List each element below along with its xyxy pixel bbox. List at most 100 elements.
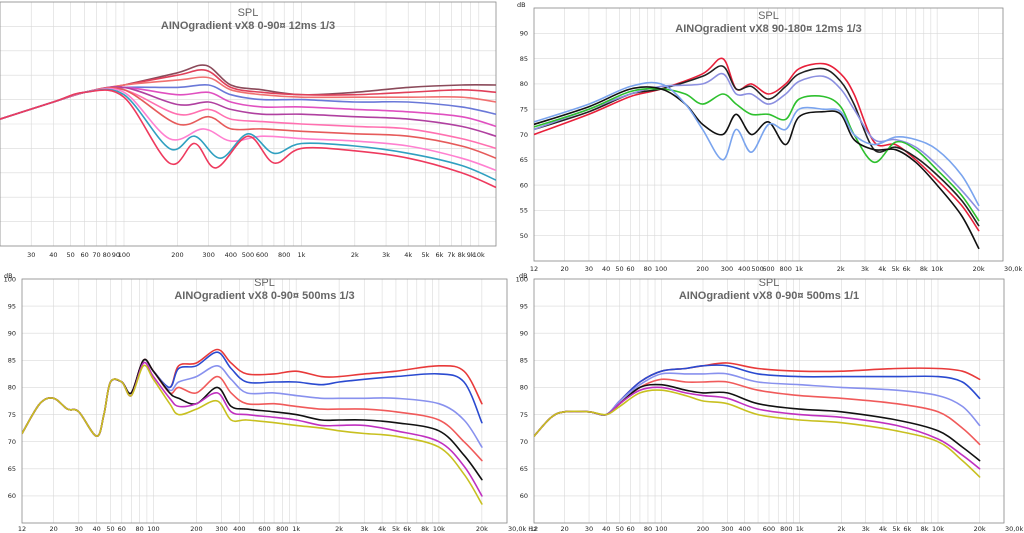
x-axis-unit-label: 30,0k Hz <box>1005 525 1024 533</box>
x-tick-label: 12 <box>18 525 26 533</box>
series-line <box>534 364 981 437</box>
x-tick-label: 400 <box>225 251 237 259</box>
y-tick-label: 90 <box>520 30 528 38</box>
x-tick-label: 30 <box>585 265 593 273</box>
x-tick-label: 4k <box>878 265 886 273</box>
series-group <box>0 64 496 189</box>
y-tick-label: 55 <box>520 207 528 215</box>
chart-supertitle: SPL <box>254 277 275 289</box>
x-tick-label: 8k <box>920 265 928 273</box>
grid <box>534 7 1004 262</box>
x-tick-label: 300 <box>202 251 214 259</box>
x-tick-label: 12 <box>530 265 538 273</box>
x-tick-label: 200 <box>190 525 202 533</box>
series-line <box>534 72 980 212</box>
x-tick-label: 3k <box>861 265 869 273</box>
x-tick-label: 100 <box>147 525 159 533</box>
plot-frame <box>533 278 1005 524</box>
series-line <box>534 86 980 250</box>
series-line <box>534 383 981 462</box>
y-tick-label: 60 <box>8 492 16 500</box>
chart-title: AINOgradient vX8 0-90¤ 500ms 1/3 <box>174 290 354 302</box>
y-tick-label: 85 <box>520 357 528 365</box>
x-tick-label: 5k <box>421 251 429 259</box>
x-tick-label: 10k <box>433 525 445 533</box>
chart-supertitle: SPL <box>758 10 779 22</box>
x-tick-label: 1k <box>292 525 300 533</box>
y-tick-label: 70 <box>520 438 528 446</box>
x-tick-label: 800 <box>780 265 792 273</box>
x-tick-label: 3k <box>382 251 390 259</box>
y-axis-label: dB <box>519 272 528 280</box>
x-tick-label: 4k <box>879 525 887 533</box>
x-tick-label: 9k <box>467 251 475 259</box>
y-tick-label: 80 <box>520 384 528 392</box>
x-tick-label: 50 <box>616 525 624 533</box>
grid <box>22 278 508 524</box>
x-tick-label: 6k <box>903 265 911 273</box>
x-tick-label: 100 <box>655 525 667 533</box>
x-tick-label: 60 <box>627 525 635 533</box>
x-axis-unit-label: 30,0k Hz <box>508 525 537 533</box>
x-tick-label: 400 <box>233 525 245 533</box>
y-tick-label: 75 <box>520 411 528 419</box>
x-tick-label: 40 <box>602 265 610 273</box>
y-tick-label: 95 <box>8 302 16 310</box>
x-tick-label: 20k <box>476 525 488 533</box>
x-tick-label: 8k <box>921 525 929 533</box>
x-tick-label: 20 <box>50 525 58 533</box>
y-tick-label: 65 <box>520 465 528 473</box>
x-tick-label: 600 <box>258 525 270 533</box>
y-tick-label: 100 <box>4 275 16 283</box>
y-tick-label: 85 <box>8 357 16 365</box>
x-tick-label: 200 <box>696 265 708 273</box>
x-tick-label: 1k <box>297 251 305 259</box>
x-tick-label: 600 <box>762 265 774 273</box>
x-tick-label: 400 <box>738 525 750 533</box>
plot-frame <box>21 278 508 524</box>
x-tick-label: 30 <box>585 525 593 533</box>
x-tick-label: 6k <box>903 525 911 533</box>
y-tick-label: 70 <box>8 438 16 446</box>
x-tick-label: 40 <box>49 251 57 259</box>
x-tick-label: 100 <box>118 251 130 259</box>
x-tick-label: 600 <box>763 525 775 533</box>
x-tick-label: 2k <box>837 525 845 533</box>
y-axis-label: dB <box>517 1 526 9</box>
x-tick-label: 20 <box>561 525 569 533</box>
x-tick-label: 20k <box>974 525 986 533</box>
x-tick-label: 70 <box>92 251 100 259</box>
x-tick-label: 4k <box>378 525 386 533</box>
x-tick-label: 40 <box>92 525 100 533</box>
y-tick-label: 75 <box>520 106 528 114</box>
y-tick-label: 80 <box>520 80 528 88</box>
x-tick-label: 30 <box>27 251 35 259</box>
x-tick-label: 6k <box>403 525 411 533</box>
y-axis-label: dB <box>4 272 13 280</box>
series-line <box>22 364 483 505</box>
y-tick-label: 60 <box>520 181 528 189</box>
x-tick-label: 100 <box>655 265 667 273</box>
x-tick-label: 20 <box>560 265 568 273</box>
x-tick-label: 2k <box>335 525 343 533</box>
chart-title: AINOgradient vX8 0-90¤ 12ms 1/3 <box>161 20 335 32</box>
x-tick-label: 200 <box>697 525 709 533</box>
y-tick-label: 50 <box>520 232 528 240</box>
x-tick-label: 800 <box>780 525 792 533</box>
series-group <box>534 362 981 478</box>
x-tick-label: 60 <box>81 251 89 259</box>
x-tick-label: 3k <box>360 525 368 533</box>
x-tick-label: 3k <box>862 525 870 533</box>
x-tick-label: 10k <box>932 525 944 533</box>
y-tick-label: 65 <box>8 465 16 473</box>
x-tick-label: 12 <box>530 525 538 533</box>
y-tick-label: 100 <box>516 275 528 283</box>
x-tick-label: 5k <box>892 525 900 533</box>
x-tick-label: 60 <box>118 525 126 533</box>
x-tick-label: 4k <box>404 251 412 259</box>
